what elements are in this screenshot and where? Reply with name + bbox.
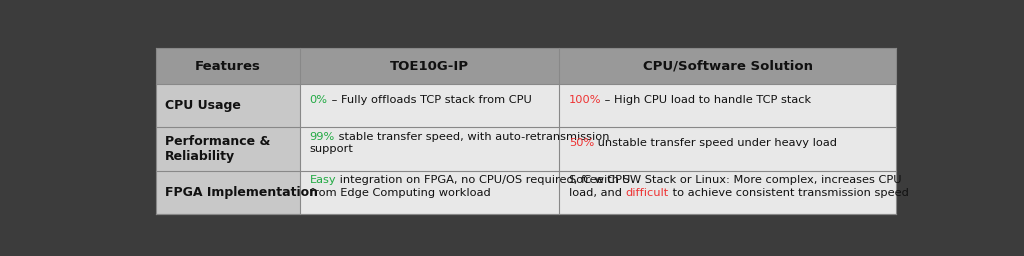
Text: FPGA Implementation: FPGA Implementation — [165, 186, 318, 199]
Text: difficult: difficult — [626, 188, 669, 198]
Text: Easy: Easy — [309, 175, 336, 185]
Text: to achieve consistent transmission speed: to achieve consistent transmission speed — [669, 188, 908, 198]
Text: 0%: 0% — [309, 95, 328, 105]
Text: CPU Usage: CPU Usage — [165, 99, 242, 112]
Bar — [156, 127, 300, 171]
Text: 50%: 50% — [569, 138, 594, 148]
Text: integration on FPGA, no CPU/OS required, free CPU: integration on FPGA, no CPU/OS required,… — [336, 175, 631, 185]
Bar — [300, 127, 896, 171]
Text: Performance &
Reliability: Performance & Reliability — [165, 135, 270, 163]
Text: load, and: load, and — [569, 188, 626, 198]
Text: TOE10G-IP: TOE10G-IP — [390, 60, 469, 73]
Text: 100%: 100% — [569, 95, 601, 105]
Text: support: support — [309, 144, 353, 154]
Text: – Fully offloads TCP stack from CPU: – Fully offloads TCP stack from CPU — [328, 95, 531, 105]
Bar — [156, 84, 300, 127]
Text: unstable transfer speed under heavy load: unstable transfer speed under heavy load — [594, 138, 837, 148]
Text: stable transfer speed, with auto-retransmission: stable transfer speed, with auto-retrans… — [335, 132, 609, 142]
Text: CPU/Software Solution: CPU/Software Solution — [643, 60, 813, 73]
Text: – High CPU load to handle TCP stack: – High CPU load to handle TCP stack — [601, 95, 811, 105]
Text: SoC with SW Stack or Linux: More complex, increases CPU: SoC with SW Stack or Linux: More complex… — [569, 175, 901, 185]
Text: Features: Features — [195, 60, 261, 73]
Bar — [156, 48, 896, 84]
Text: 99%: 99% — [309, 132, 335, 142]
Bar — [300, 171, 896, 214]
Bar — [300, 84, 896, 127]
Text: from Edge Computing workload: from Edge Computing workload — [309, 188, 490, 198]
Bar — [156, 171, 300, 214]
